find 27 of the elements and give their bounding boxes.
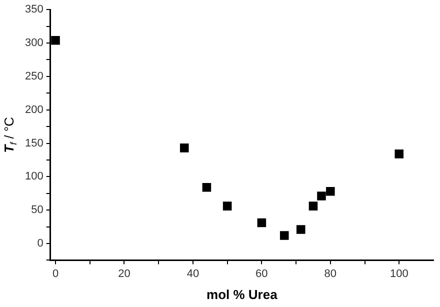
y-tick-label: 350 — [24, 4, 44, 16]
y-tick-label: 150 — [24, 137, 44, 150]
x-tick-label: 0 — [52, 268, 59, 280]
point — [308, 202, 318, 210]
x-tick-label: 60 — [256, 268, 268, 280]
y-tick-label: 50 — [31, 204, 44, 216]
point — [296, 225, 306, 234]
point — [257, 218, 266, 228]
point — [280, 231, 289, 240]
point — [202, 182, 212, 192]
y-tick-label: 100 — [24, 170, 44, 183]
x-tick-label: 20 — [118, 268, 130, 280]
point — [317, 192, 326, 200]
y-tick-label: 250 — [24, 70, 44, 82]
point — [180, 144, 189, 152]
y-tick-label: 0 — [37, 238, 44, 250]
x-tick-label: 40 — [186, 268, 200, 280]
point — [394, 150, 404, 158]
x-tick-label: 80 — [324, 268, 337, 280]
point — [51, 36, 60, 45]
x-axis-title: mol % Urea — [206, 286, 278, 302]
point — [326, 186, 335, 196]
y-tick-label: 300 — [24, 37, 44, 50]
x-tick-label: 100 — [390, 268, 408, 280]
point — [222, 202, 232, 210]
y-tick-label: 200 — [24, 104, 44, 116]
y-axis-title: Tf / °C — [2, 116, 18, 153]
